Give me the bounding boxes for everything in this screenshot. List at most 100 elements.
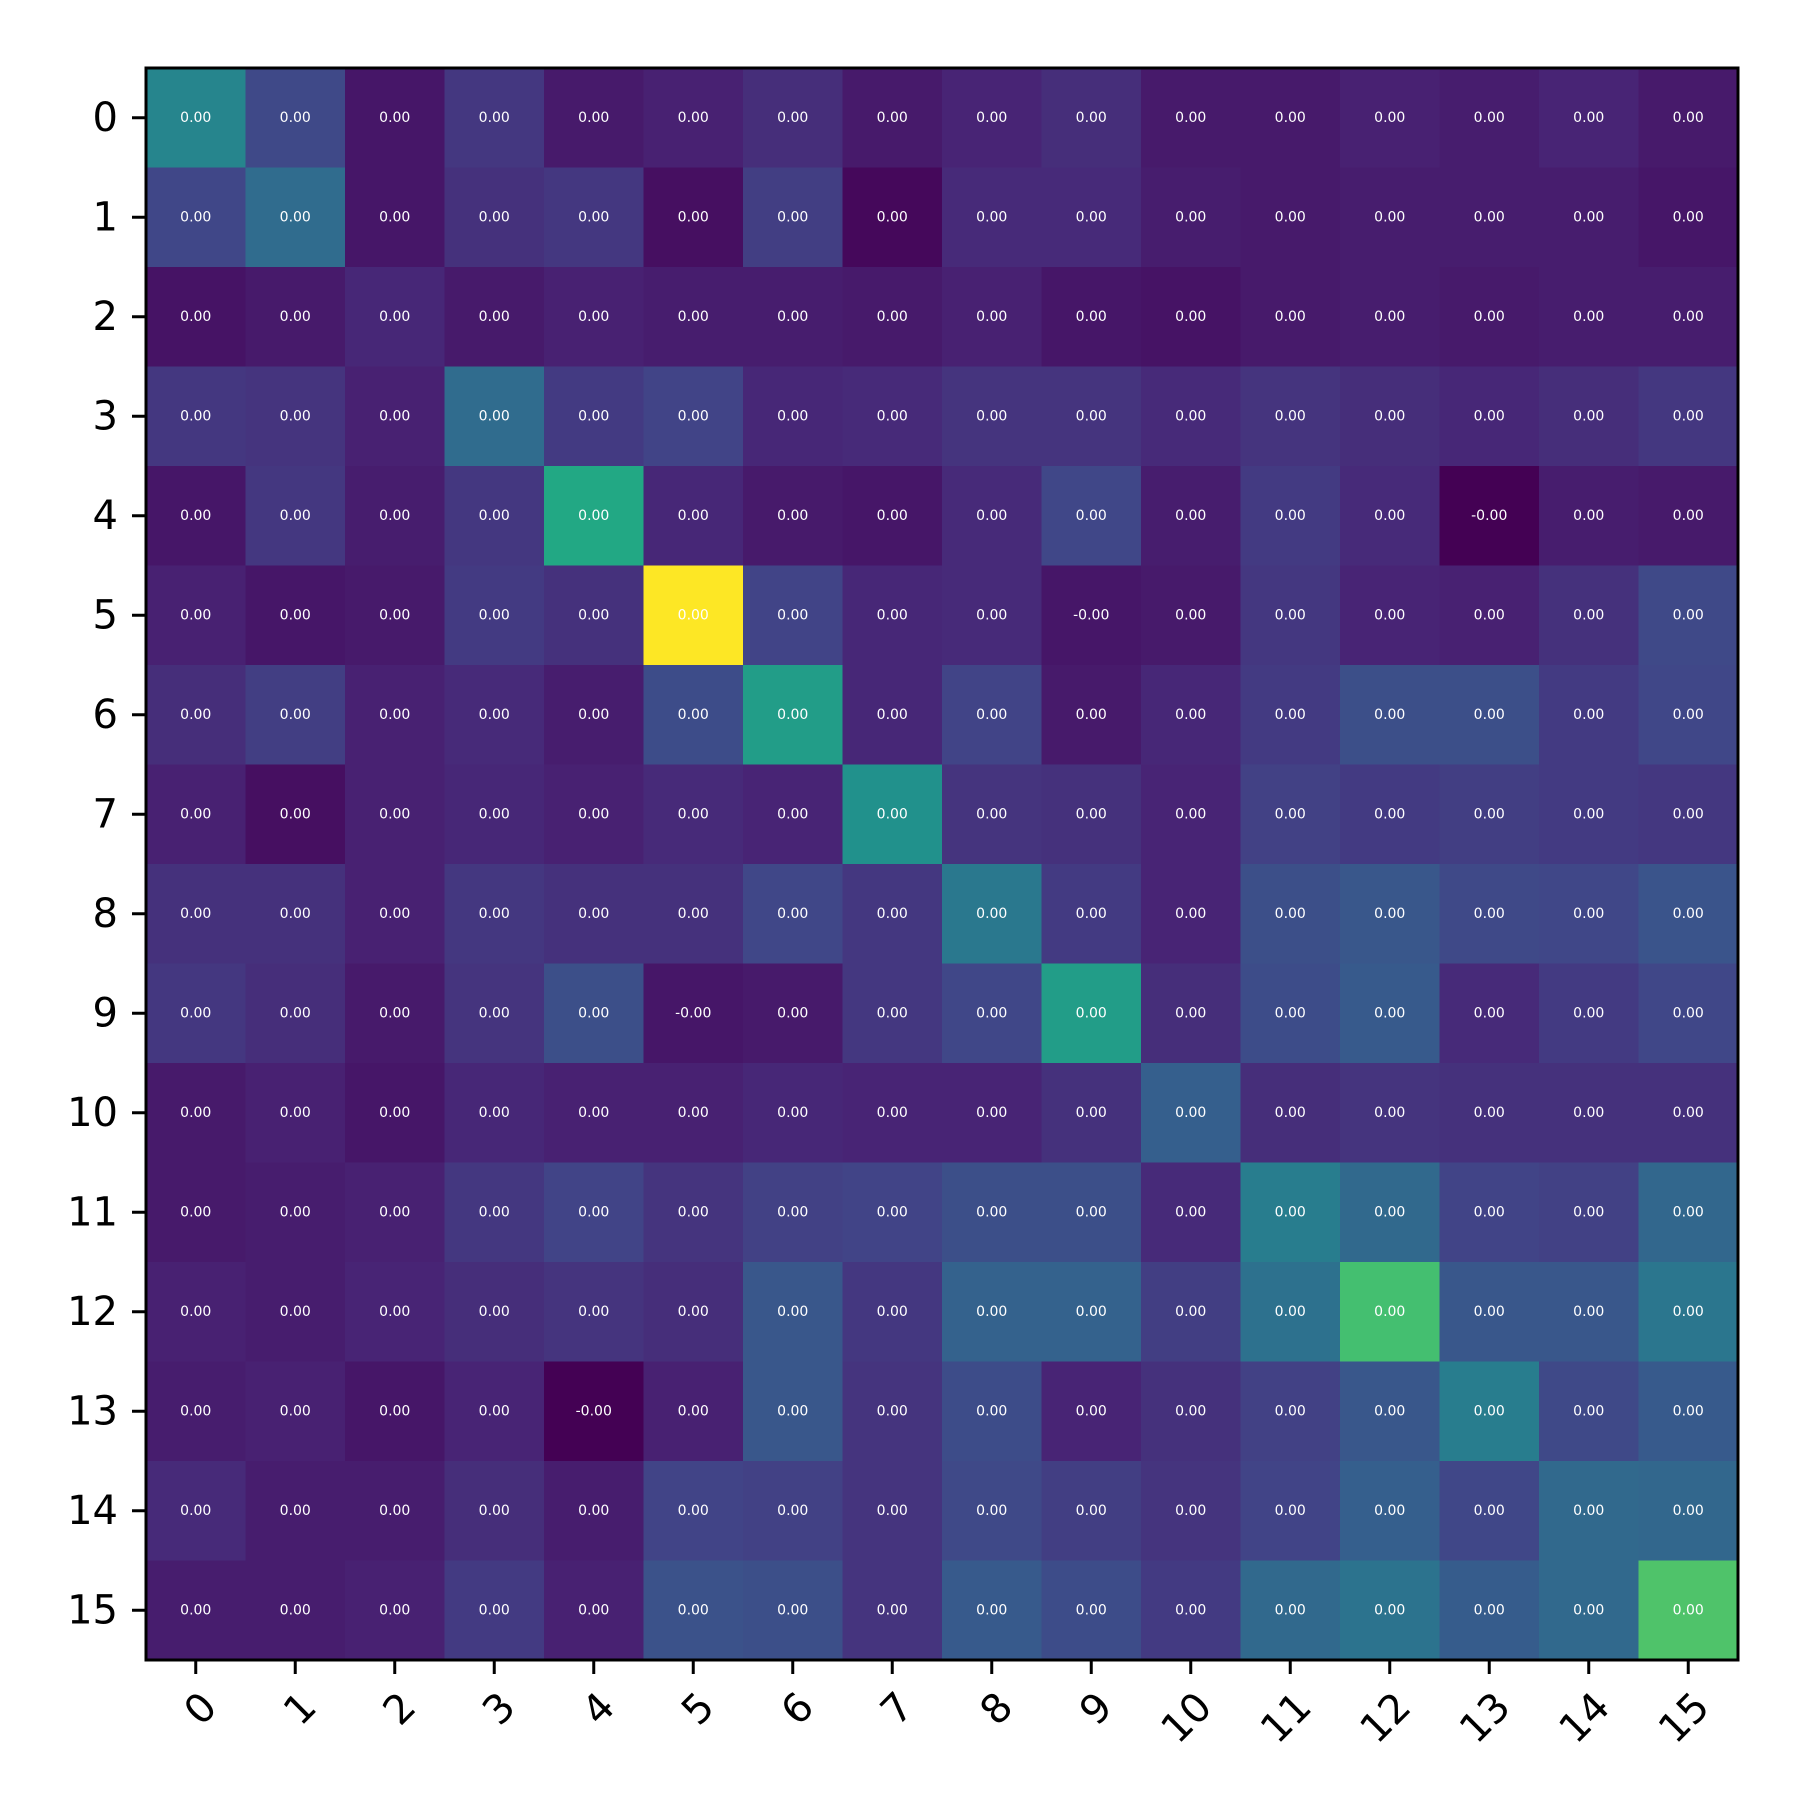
- heatmap-cell-12-12: [1340, 1262, 1441, 1363]
- cell-value-label-0-6: 0.00: [777, 110, 808, 126]
- heatmap-cell-9-13: [1439, 963, 1540, 1064]
- heatmap-cell-2-11: [1240, 267, 1341, 368]
- x-tick-label-7: 7: [872, 1684, 923, 1735]
- heatmap-cell-3-5: [643, 366, 744, 467]
- cell-value-label-4-10: 0.00: [1175, 508, 1206, 524]
- cell-value-label-7-11: 0.00: [1275, 806, 1306, 822]
- y-tick-label-8: 8: [93, 891, 118, 937]
- cell-value-label-6-12: 0.00: [1374, 707, 1405, 723]
- heatmap-cell-8-9: [1041, 864, 1142, 965]
- heatmap-cell-0-5: [643, 68, 744, 169]
- heatmap-cell-7-3: [444, 764, 545, 865]
- cell-value-label-6-4: 0.00: [578, 707, 609, 723]
- heatmap-cell-11-6: [743, 1162, 844, 1263]
- heatmap-cell-1-3: [444, 167, 545, 268]
- heatmap-cell-0-9: [1041, 68, 1142, 169]
- cell-value-label-10-9: 0.00: [1076, 1105, 1107, 1121]
- cell-value-label-6-15: 0.00: [1673, 707, 1704, 723]
- cell-value-label-9-8: 0.00: [976, 1005, 1007, 1021]
- cell-value-label-11-9: 0.00: [1076, 1204, 1107, 1220]
- heatmap-cell-6-14: [1539, 665, 1640, 766]
- cell-value-label-12-8: 0.00: [976, 1304, 1007, 1320]
- heatmap-cell-13-15: [1638, 1361, 1739, 1462]
- heatmap-cell-13-12: [1340, 1361, 1441, 1462]
- heatmap-cell-5-13: [1439, 565, 1540, 666]
- cell-value-label-15-8: 0.00: [976, 1602, 1007, 1618]
- y-tick-label-11: 11: [67, 1189, 118, 1235]
- cell-value-label-5-1: 0.00: [280, 607, 311, 623]
- x-tick-label-13: 13: [1451, 1684, 1520, 1753]
- heatmap-cell-15-5: [643, 1560, 744, 1661]
- cell-value-label-12-11: 0.00: [1275, 1304, 1306, 1320]
- heatmap-cell-5-6: [743, 565, 844, 666]
- cell-value-label-8-9: 0.00: [1076, 906, 1107, 922]
- heatmap-cell-0-8: [942, 68, 1043, 169]
- heatmap-cell-2-1: [245, 267, 346, 368]
- cell-value-label-11-0: 0.00: [180, 1204, 211, 1220]
- cell-value-label-10-8: 0.00: [976, 1105, 1007, 1121]
- heatmap-cell-15-0: [146, 1560, 247, 1661]
- heatmap-cell-7-1: [245, 764, 346, 865]
- heatmap-cell-5-10: [1141, 565, 1242, 666]
- cell-value-label-12-10: 0.00: [1175, 1304, 1206, 1320]
- cell-value-label-2-5: 0.00: [678, 309, 709, 325]
- heatmap-cell-0-3: [444, 68, 545, 169]
- cell-value-label-9-15: 0.00: [1673, 1005, 1704, 1021]
- heatmap-cell-8-4: [544, 864, 645, 965]
- cell-value-label-2-9: 0.00: [1076, 309, 1107, 325]
- heatmap-cell-5-14: [1539, 565, 1640, 666]
- cell-value-label-8-6: 0.00: [777, 906, 808, 922]
- heatmap-cell-3-4: [544, 366, 645, 467]
- heatmap-cell-1-14: [1539, 167, 1640, 268]
- cell-value-label-14-7: 0.00: [877, 1503, 908, 1519]
- cell-value-label-0-4: 0.00: [578, 110, 609, 126]
- heatmap-cell-4-0: [146, 466, 247, 567]
- cell-value-label-7-2: 0.00: [379, 806, 410, 822]
- heatmap-cell-3-1: [245, 366, 346, 467]
- cell-value-label-10-3: 0.00: [479, 1105, 510, 1121]
- cell-value-label-14-6: 0.00: [777, 1503, 808, 1519]
- heatmap-cell-4-9: [1041, 466, 1142, 567]
- cell-value-label-10-0: 0.00: [180, 1105, 211, 1121]
- heatmap-cell-15-6: [743, 1560, 844, 1661]
- cell-value-label-4-7: 0.00: [877, 508, 908, 524]
- heatmap-cell-8-15: [1638, 864, 1739, 965]
- heatmap-cell-2-7: [842, 267, 943, 368]
- heatmap-cell-5-0: [146, 565, 247, 666]
- heatmap-cell-3-2: [345, 366, 446, 467]
- heatmap-cell-labels: 0.00 0.00 0.00 0.00 0.00 0.00 0.00 0.00 0.00 0.00…: [180, 110, 1704, 1619]
- cell-value-label-0-9: 0.00: [1076, 110, 1107, 126]
- cell-value-label-11-15: 0.00: [1673, 1204, 1704, 1220]
- cell-value-label-4-4: 0.00: [578, 508, 609, 524]
- cell-value-label-4-12: 0.00: [1374, 508, 1405, 524]
- heatmap-cell-3-6: [743, 366, 844, 467]
- heatmap-cell-6-0: [146, 665, 247, 766]
- heatmap-cell-10-13: [1439, 1063, 1540, 1164]
- heatmap-cell-6-6: [743, 665, 844, 766]
- cell-value-label-7-14: 0.00: [1573, 806, 1604, 822]
- cell-value-label-8-11: 0.00: [1275, 906, 1306, 922]
- cell-value-label-12-12: 0.00: [1374, 1304, 1405, 1320]
- heatmap-cell-0-15: [1638, 68, 1739, 169]
- cell-value-label-15-13: 0.00: [1474, 1602, 1505, 1618]
- cell-value-label-10-15: 0.00: [1673, 1105, 1704, 1121]
- heatmap-cell-6-9: [1041, 665, 1142, 766]
- cell-value-label-9-12: 0.00: [1374, 1005, 1405, 1021]
- heatmap-cell-13-11: [1240, 1361, 1341, 1462]
- cell-value-label-3-0: 0.00: [180, 408, 211, 424]
- heatmap-cell-2-4: [544, 267, 645, 368]
- heatmap-cell-7-13: [1439, 764, 1540, 865]
- cell-value-label-3-13: 0.00: [1474, 408, 1505, 424]
- cell-value-label-1-2: 0.00: [379, 209, 410, 225]
- cell-value-label-8-14: 0.00: [1573, 906, 1604, 922]
- cell-value-label-11-8: 0.00: [976, 1204, 1007, 1220]
- cell-value-label-0-0: 0.00: [180, 110, 211, 126]
- heatmap-cell-6-3: [444, 665, 545, 766]
- cell-value-label-13-5: 0.00: [678, 1403, 709, 1419]
- cell-value-label-2-12: 0.00: [1374, 309, 1405, 325]
- cell-value-label-2-11: 0.00: [1275, 309, 1306, 325]
- heatmap-cell-0-1: [245, 68, 346, 169]
- heatmap-cell-5-8: [942, 565, 1043, 666]
- heatmap-cell-6-10: [1141, 665, 1242, 766]
- heatmap-cell-9-5: [643, 963, 744, 1064]
